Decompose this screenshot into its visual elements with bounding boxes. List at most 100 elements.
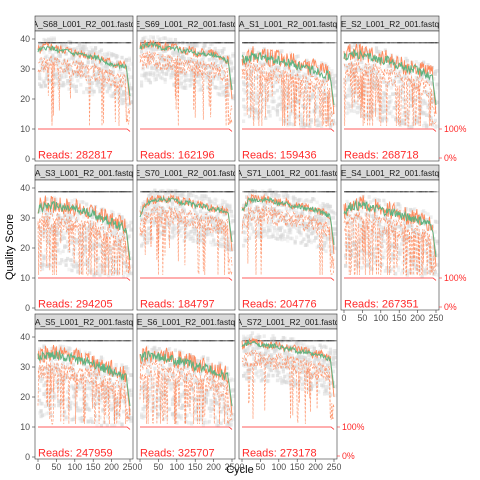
quality-heat-cell	[201, 395, 206, 399]
quality-heat-cell	[376, 42, 380, 44]
quality-heat-cell	[194, 79, 198, 84]
quality-heat-cell	[92, 383, 96, 387]
quality-heat-cell	[101, 374, 105, 379]
quality-heat-cell	[426, 259, 430, 264]
quality-heat-cell	[218, 73, 222, 77]
quality-heat-cell	[175, 75, 179, 79]
quality-heat-cell	[184, 234, 188, 239]
quality-heat-cell	[389, 267, 393, 272]
quality-heat-cell	[147, 213, 151, 218]
quality-heat-cell	[420, 210, 424, 214]
quality-heat-cell	[76, 72, 80, 76]
quality-heat-cell	[374, 69, 379, 74]
quality-heat-cell	[225, 203, 229, 208]
quality-heat-cell	[92, 89, 96, 94]
quality-heat-cell	[55, 72, 59, 77]
quality-heat-cell	[129, 42, 133, 44]
quality-heat-cell	[402, 121, 407, 126]
quality-heat-cell	[243, 236, 247, 240]
quality-heat-cell	[289, 102, 293, 106]
quality-heat-cell	[156, 404, 160, 409]
quality-heat-cell	[46, 216, 51, 221]
quality-heat-cell	[154, 66, 158, 71]
quality-heat-cell	[367, 42, 371, 44]
quality-heat-cell	[391, 225, 395, 229]
quality-heat-cell	[111, 94, 115, 98]
y-tick-label: 10	[20, 273, 30, 283]
quality-heat-cell	[126, 266, 130, 270]
quality-heat-cell	[68, 68, 73, 73]
quality-heat-cell	[344, 63, 348, 68]
quality-heat-cell	[220, 202, 225, 207]
quality-heat-cell	[351, 93, 355, 97]
quality-heat-cell	[358, 103, 362, 108]
quality-heat-cell	[352, 43, 357, 47]
quality-heat-cell	[426, 103, 430, 108]
quality-heat-cell	[95, 63, 99, 67]
quality-heat-cell	[407, 252, 411, 257]
quality-heat-cell	[157, 412, 161, 417]
quality-heat-cell	[360, 265, 364, 270]
quality-heat-cell	[151, 73, 155, 78]
quality-heat-cell	[127, 234, 131, 238]
quality-heat-cell	[314, 84, 318, 89]
quality-heat-cell	[107, 273, 111, 278]
quality-heat-cell	[63, 82, 67, 87]
quality-heat-cell	[267, 109, 271, 114]
quality-heat-cell	[90, 420, 95, 424]
quality-heat-cell	[197, 82, 201, 87]
quality-heat-cell	[39, 63, 43, 68]
quality-heat-cell	[46, 401, 51, 405]
quality-heat-cell	[243, 82, 247, 87]
quality-heat-cell	[107, 86, 111, 91]
quality-heat-cell	[376, 208, 380, 212]
quality-heat-cell	[427, 93, 432, 98]
quality-heat-cell	[315, 200, 319, 205]
quality-heat-cell	[165, 71, 169, 76]
quality-heat-cell	[38, 210, 42, 215]
quality-heat-cell	[195, 404, 200, 409]
quality-heat-cell	[102, 52, 106, 57]
quality-heat-cell	[269, 64, 274, 69]
quality-heat-cell	[52, 340, 56, 342]
quality-heat-cell	[172, 83, 176, 87]
quality-heat-cell	[71, 248, 76, 252]
quality-heat-cell	[277, 96, 281, 101]
quality-heat-cell	[346, 231, 351, 235]
quality-heat-cell	[60, 236, 64, 241]
quality-heat-cell	[57, 213, 61, 218]
quality-heat-cell	[204, 222, 208, 226]
quality-heat-cell	[197, 222, 201, 227]
quality-heat-cell	[215, 49, 219, 53]
quality-heat-cell	[303, 123, 308, 128]
quality-heat-cell	[194, 42, 198, 44]
quality-heat-cell	[271, 106, 275, 110]
panel-border	[34, 328, 134, 460]
quality-heat-cell	[49, 36, 53, 40]
quality-heat-cell	[126, 236, 130, 240]
quality-heat-cell	[165, 210, 169, 214]
quality-heat-cell	[170, 402, 175, 407]
quality-heat-cell	[108, 268, 112, 273]
quality-heat-cell	[165, 351, 169, 355]
quality-heat-cell	[309, 240, 313, 245]
quality-heat-cell	[110, 209, 114, 214]
quality-heat-cell	[179, 382, 183, 386]
quality-heat-cell	[148, 47, 153, 52]
quality-heat-cell	[275, 112, 280, 117]
quality-heat-cell	[417, 62, 421, 66]
quality-heat-cell	[219, 93, 223, 97]
quality-heat-cell	[294, 209, 299, 213]
quality-heat-cell	[290, 91, 294, 96]
quality-heat-cell	[374, 46, 379, 50]
quality-heat-cell	[127, 102, 131, 107]
quality-heat-cell	[144, 360, 148, 364]
quality-heat-cell	[303, 90, 308, 94]
quality-heat-cell	[321, 206, 325, 210]
quality-heat-cell	[346, 219, 351, 224]
quality-heat-cell	[225, 204, 229, 208]
quality-heat-cell	[322, 86, 327, 90]
quality-heat-cell	[77, 42, 81, 44]
quality-heat-cell	[82, 362, 86, 367]
